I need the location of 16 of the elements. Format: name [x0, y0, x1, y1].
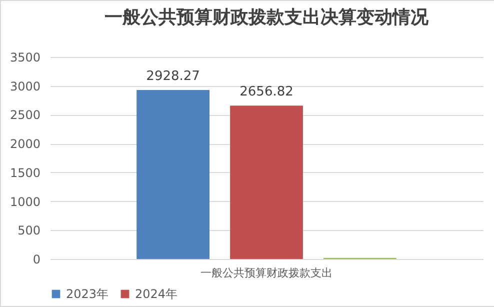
x-tick-label: 一般公共预算财政拨款支出: [200, 266, 332, 280]
data-label: 2656.82: [240, 84, 294, 100]
y-tick-label: 2500: [10, 108, 40, 122]
y-tick-label: 3000: [10, 79, 40, 94]
data-label: 2928.27: [146, 68, 200, 84]
legend-label: 2024年: [135, 287, 178, 301]
y-tick-label: 500: [18, 224, 40, 238]
y-tick-label: 3500: [10, 50, 40, 64]
y-tick-label: 0: [32, 252, 40, 266]
bar: [136, 90, 210, 259]
y-tick-label: 1500: [10, 166, 40, 180]
bar: [230, 106, 303, 259]
y-tick-label: 2000: [10, 137, 40, 152]
chart-title: 一般公共预算财政拨款支出决算变动情况: [104, 7, 430, 28]
legend-label: 2023年: [66, 287, 109, 301]
y-tick-label: 1000: [10, 194, 40, 209]
